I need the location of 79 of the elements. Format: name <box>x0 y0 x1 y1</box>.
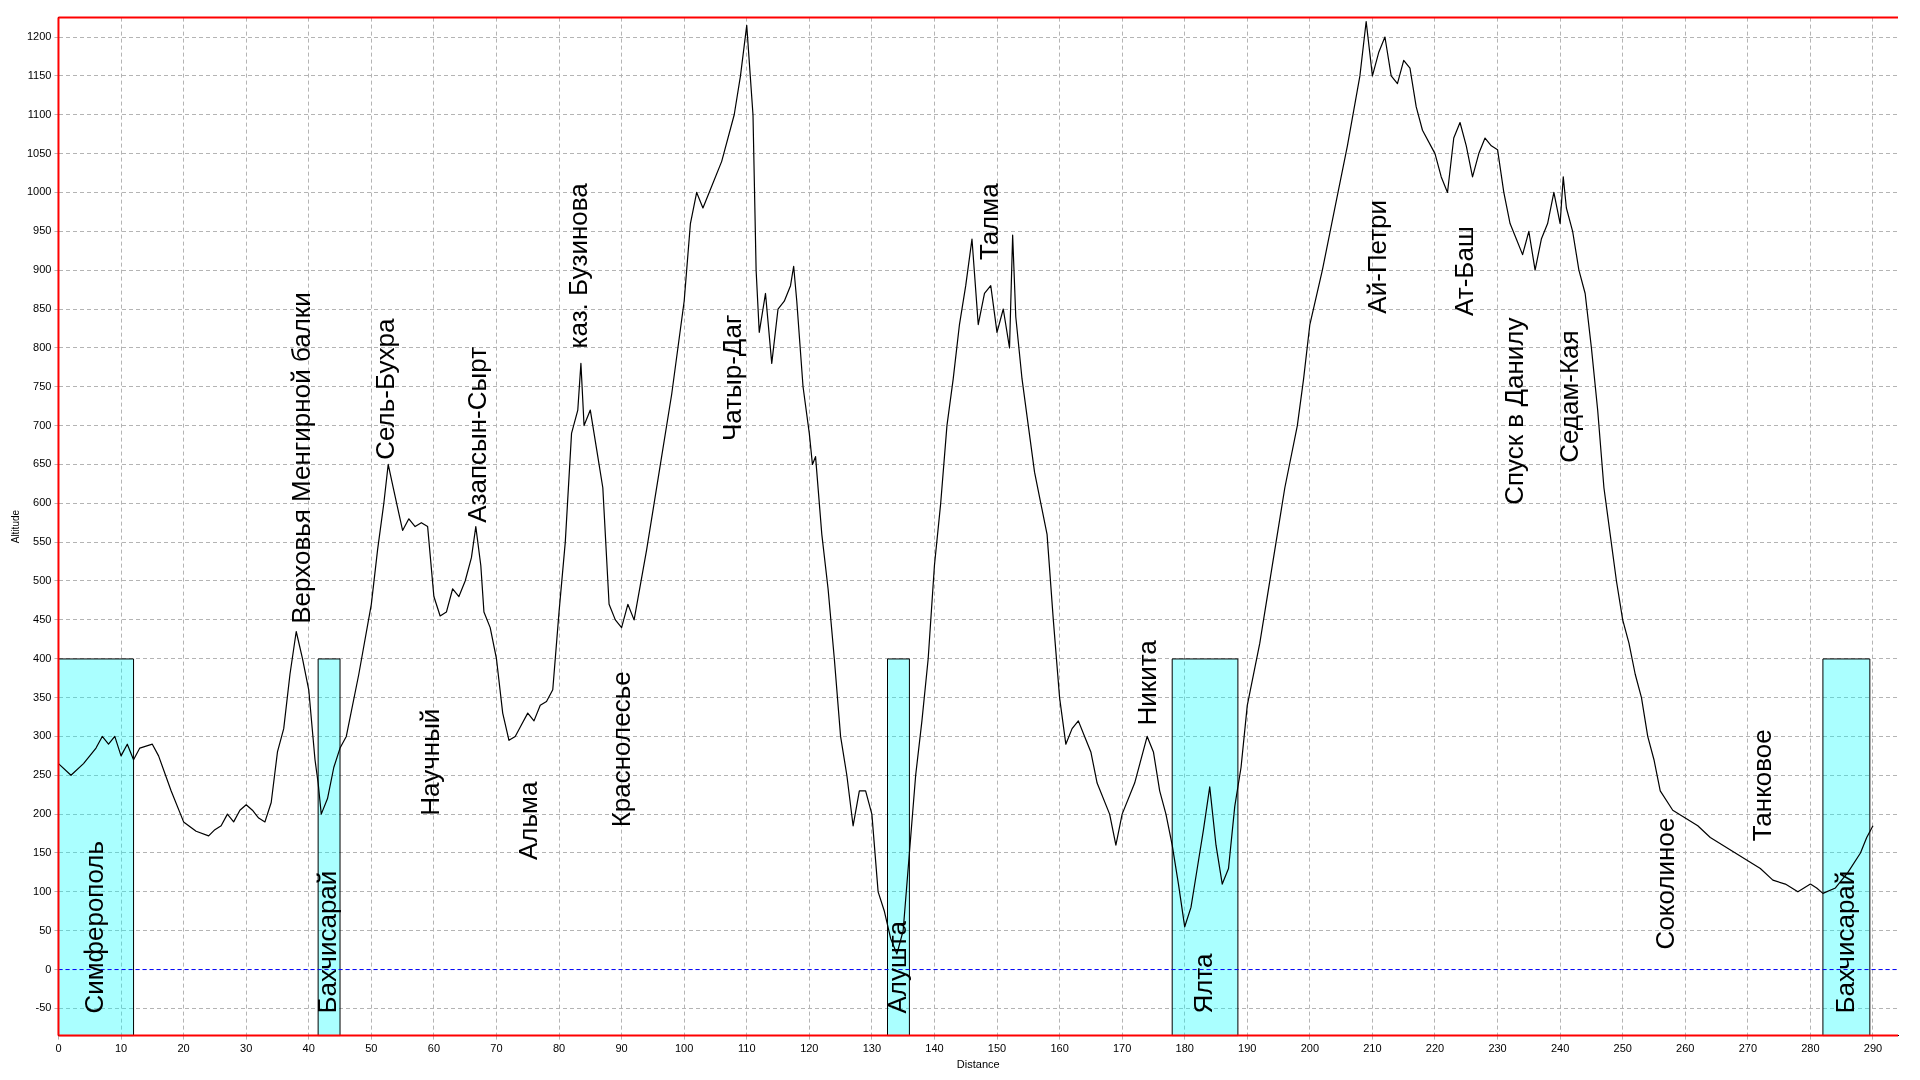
x-tick-label: 130 <box>862 1042 882 1055</box>
x-tick-label: 120 <box>800 1042 819 1055</box>
x-tick-label: 40 <box>302 1042 315 1055</box>
y-tick-label: 500 <box>33 574 52 587</box>
x-tick-label: 80 <box>552 1042 566 1055</box>
x-tick-label: 290 <box>1863 1042 1883 1055</box>
y-tick-label: 450 <box>33 612 52 625</box>
annotation: Чатыр-Даг <box>716 314 747 442</box>
y-tick-label: 1150 <box>27 68 52 81</box>
annotation: Альма <box>513 781 544 860</box>
y-tick-label: 1000 <box>26 185 52 198</box>
y-tick-label: 850 <box>33 302 52 315</box>
y-tick-label: 250 <box>33 768 52 781</box>
y-tick-label: 100 <box>33 884 52 897</box>
y-tick-label: 800 <box>33 340 52 353</box>
annotation: Никита <box>1132 639 1163 726</box>
x-tick-label: 270 <box>1738 1042 1758 1055</box>
y-tick-label: 750 <box>33 379 52 392</box>
x-tick-label: 0 <box>55 1042 62 1055</box>
x-tick-label: 160 <box>1050 1042 1069 1055</box>
x-tick-label: 250 <box>1613 1042 1632 1055</box>
y-tick-label: 350 <box>33 690 52 703</box>
x-tick-label: 50 <box>365 1042 378 1055</box>
annotation: Спуск в Данилу <box>1499 317 1530 505</box>
annotation: Талма <box>973 182 1004 261</box>
annotation: Краснолесье <box>606 671 637 828</box>
y-tick-label: 400 <box>33 651 52 664</box>
band-label: Симферополь <box>79 840 110 1014</box>
x-tick-label: 150 <box>987 1042 1007 1055</box>
annotation: Танковое <box>1746 729 1777 842</box>
x-tick-label: 220 <box>1425 1042 1445 1055</box>
x-tick-label: 30 <box>240 1042 253 1055</box>
annotation: Ат-Баш <box>1449 226 1480 316</box>
annotation: Сель-Бухра <box>370 318 401 460</box>
annotation: Научный <box>415 708 446 816</box>
y-axis-title: Altitude <box>9 509 21 544</box>
x-tick-label: 20 <box>177 1042 190 1055</box>
x-tick-label: 60 <box>427 1042 441 1055</box>
x-tick-label: 210 <box>1363 1042 1382 1055</box>
y-tick-label: 200 <box>33 807 52 820</box>
x-tick-label: 100 <box>674 1042 694 1055</box>
annotation: Седам-Кая <box>1554 330 1585 463</box>
x-tick-label: 190 <box>1238 1042 1257 1055</box>
x-tick-label: 230 <box>1488 1042 1507 1055</box>
x-tick-label: 170 <box>1112 1042 1132 1055</box>
x-tick-label: 260 <box>1676 1042 1695 1055</box>
x-tick-label: 110 <box>737 1042 756 1055</box>
band-label: Бахчисарай <box>1829 870 1860 1014</box>
y-tick-label: 150 <box>33 846 52 859</box>
x-tick-label: 280 <box>1801 1042 1820 1055</box>
x-tick-label: 70 <box>490 1042 503 1055</box>
x-tick-label: 10 <box>114 1042 128 1055</box>
annotation: Азапсын-Сырт <box>462 346 493 523</box>
y-tick-label: 600 <box>33 496 52 509</box>
y-tick-label: 300 <box>33 729 52 742</box>
band-label: Алушта <box>881 920 912 1014</box>
x-tick-label: 240 <box>1550 1042 1570 1055</box>
band-label: Бахчисарай <box>312 870 343 1014</box>
x-tick-label: 140 <box>925 1042 944 1055</box>
y-tick-label: 700 <box>33 418 52 431</box>
y-tick-label: 1100 <box>27 107 52 120</box>
y-tick-label: 1050 <box>26 146 52 159</box>
y-tick-label: 650 <box>33 457 52 470</box>
annotation: каз. Бузинова <box>562 182 593 349</box>
y-tick-label: 50 <box>39 923 52 936</box>
x-tick-label: 180 <box>1175 1042 1194 1055</box>
annotation: Соколиное <box>1649 817 1680 950</box>
y-tick-label: 550 <box>33 535 52 548</box>
x-tick-label: 90 <box>615 1042 628 1055</box>
band-label: Ялта <box>1188 953 1219 1014</box>
y-tick-label: 900 <box>33 263 52 276</box>
x-tick-label: 200 <box>1300 1042 1320 1055</box>
y-tick-label: 0 <box>45 962 52 975</box>
y-tick-label: 1200 <box>26 30 52 43</box>
y-tick-label: -50 <box>35 1001 52 1014</box>
annotation: Верховья Менгирной балки <box>285 292 316 624</box>
x-axis-title: Distance <box>956 1058 1000 1071</box>
annotation: Ай-Петри <box>1361 199 1392 314</box>
y-tick-label: 950 <box>33 224 52 237</box>
